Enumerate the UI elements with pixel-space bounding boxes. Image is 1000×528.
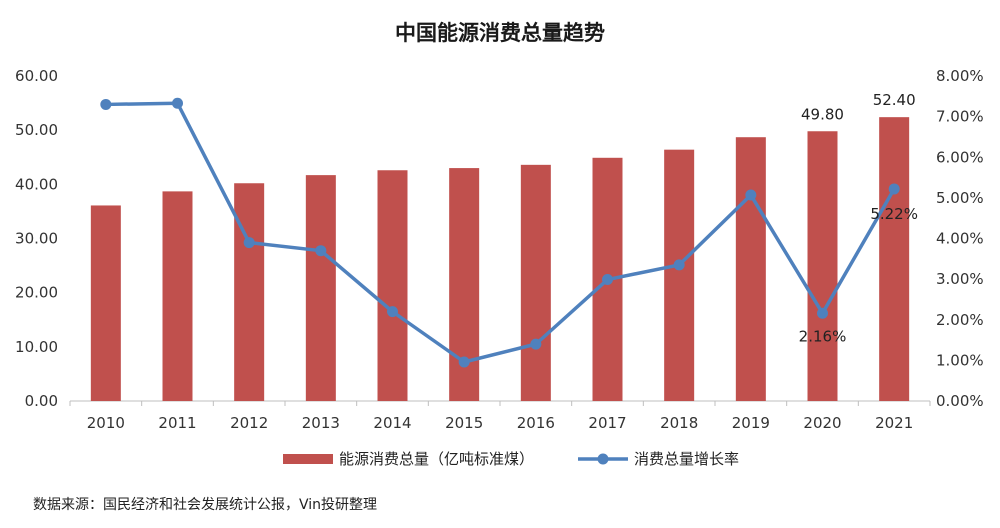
line-point — [100, 98, 112, 110]
data-label: 5.22% — [870, 205, 918, 223]
line-point — [387, 306, 398, 318]
legend-line-label: 消费总量增长率 — [634, 450, 739, 468]
y-right-tick-label: 5.00% — [936, 189, 984, 207]
x-tick-label: 2014 — [373, 414, 411, 432]
bar — [162, 191, 193, 401]
x-tick-label: 2020 — [803, 414, 841, 432]
y-left-tick-label: 30.00 — [15, 230, 58, 248]
data-label: 2.16% — [799, 327, 847, 345]
y-right-tick-label: 4.00% — [936, 230, 984, 248]
x-tick-label: 2015 — [445, 414, 483, 432]
x-tick-label: 2018 — [660, 414, 698, 432]
line-point — [745, 189, 757, 201]
x-tick-label: 2021 — [875, 414, 913, 432]
bar — [879, 117, 910, 402]
y-right-tick-label: 0.00% — [936, 392, 984, 410]
y-left-tick-label: 50.00 — [15, 121, 58, 139]
x-tick-label: 2010 — [87, 414, 125, 432]
legend: 能源消费总量（亿吨标准煤） 消费总量增长率 — [283, 450, 739, 468]
line-point — [817, 307, 828, 319]
legend-bar-label: 能源消费总量（亿吨标准煤） — [339, 450, 534, 468]
bar — [90, 205, 121, 401]
legend-line-marker — [597, 453, 609, 465]
y-left-tick-label: 60.00 — [15, 67, 58, 85]
y-right-tick-label: 1.00% — [936, 351, 984, 369]
bar — [377, 170, 408, 401]
x-tick-label: 2017 — [588, 414, 626, 432]
line-point — [888, 183, 900, 195]
bar — [735, 137, 766, 402]
bar — [305, 175, 336, 401]
y-right-tick-label: 3.00% — [936, 270, 984, 288]
bar-series — [90, 117, 910, 402]
growth-rate-line — [105, 101, 896, 364]
line-point — [243, 237, 255, 249]
legend-bar-swatch — [283, 454, 333, 464]
y-right-tick-label: 2.00% — [936, 311, 984, 329]
bar — [520, 164, 551, 401]
y-right-tick-label: 8.00% — [936, 67, 984, 85]
line-series — [100, 97, 900, 368]
y-left-tick-label: 20.00 — [15, 284, 58, 302]
x-tick-label: 2019 — [732, 414, 770, 432]
line-point — [602, 274, 613, 286]
axes: 0.00 10.00 20.00 30.00 40.00 50.00 60.00 0.00% 1… — [15, 67, 984, 432]
x-tick-label: 2013 — [302, 414, 340, 432]
y-left-tick-label: 10.00 — [15, 338, 58, 356]
bar — [664, 149, 695, 401]
y-right-tick-label: 7.00% — [936, 108, 984, 126]
data-label: 52.40 — [873, 91, 916, 109]
line-point — [530, 338, 542, 350]
source-note: 数据来源：国民经济和社会发展统计公报，Vin投研整理 — [33, 497, 378, 513]
y-left-tick-label: 40.00 — [15, 175, 58, 193]
x-tick-label: 2012 — [230, 414, 268, 432]
line-point — [458, 356, 470, 368]
chart-title: 中国能源消费总量趋势 — [395, 21, 605, 45]
line-point — [315, 245, 327, 257]
x-tick-label: 2016 — [517, 414, 555, 432]
data-label: 49.80 — [801, 105, 844, 123]
y-left-tick-label: 0.00 — [25, 392, 58, 410]
line-point — [172, 97, 183, 109]
y-right-tick-label: 6.00% — [936, 148, 984, 166]
line-point — [673, 259, 685, 271]
data-labels: 49.80 52.40 2.16% 5.22% — [799, 91, 918, 345]
bar — [234, 183, 265, 401]
x-tick-label: 2011 — [158, 414, 196, 432]
bar — [807, 131, 838, 401]
